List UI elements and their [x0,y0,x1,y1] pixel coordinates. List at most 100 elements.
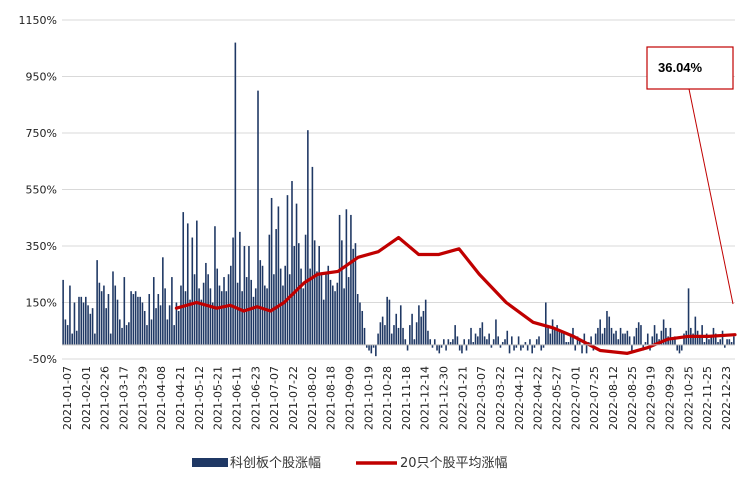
x-tick-label: 2021-02-26 [99,366,112,430]
bar [164,288,166,345]
bar [683,333,685,345]
bar [191,237,194,345]
bar [393,325,395,345]
bar [302,288,305,345]
bar [388,299,391,345]
bar [651,336,654,345]
bar [64,319,67,345]
bar [241,291,243,345]
x-tick-label: 2022-04-22 [532,366,545,430]
bar [98,282,101,345]
bar [311,166,314,345]
bar [282,285,284,345]
bar [499,344,502,348]
bar [565,342,567,345]
callout: 36.04% [646,46,734,305]
bar [531,344,533,354]
bar [581,344,583,354]
x-tick-label: 2022-03-22 [494,366,507,430]
x-tick-label: 2021-03-17 [117,366,130,430]
bar [304,234,307,345]
bar [116,299,119,345]
bar [109,333,112,345]
bar [558,330,561,345]
bar [728,339,731,345]
bar [200,299,203,345]
bar [243,246,246,345]
bar [406,344,409,351]
bar [440,344,443,348]
y-tick-label: 750% [26,127,57,140]
bar [619,327,622,345]
y-tick-label: 1150% [19,14,57,27]
bar [726,339,728,345]
bar [699,336,701,345]
bar [155,308,157,345]
bar [112,271,114,345]
bar [207,274,209,345]
x-tick-label: 2021-06-23 [249,366,262,430]
x-tick-label: 2022-05-27 [551,366,564,430]
bar [370,344,373,354]
bar [399,305,402,345]
bar [495,319,497,345]
bar [286,195,289,345]
bar [128,322,130,345]
bar [227,274,230,345]
bar [298,243,300,345]
bar [352,248,354,345]
bar [248,246,250,345]
bar [78,296,80,345]
bar [424,299,427,345]
bar [522,344,524,348]
bar [320,274,323,345]
bar [458,344,461,351]
x-tick-label: 2022-09-19 [645,366,658,430]
bar [603,327,606,345]
x-tick-label: 2021-05-21 [212,366,225,430]
bar [309,268,311,345]
bar [397,327,400,345]
bar [345,209,348,345]
bar [232,237,234,345]
bar [574,344,577,351]
bar [354,243,357,345]
bar [356,294,359,345]
bar [363,327,366,345]
bar [576,336,579,345]
bar [125,325,128,345]
bar [542,344,545,348]
bar [334,291,336,345]
bar [551,319,554,345]
bar [130,291,132,345]
bar [490,344,493,348]
bar [270,197,273,345]
bar [481,322,484,345]
bar [556,325,558,345]
bar [279,268,282,345]
average-line [174,235,737,355]
bar [182,212,185,345]
bar [329,279,332,345]
bar [653,325,656,345]
bar [316,271,318,345]
bar [121,327,123,345]
bar [540,344,543,351]
y-tick-label: -50% [29,353,57,366]
bar [724,344,726,348]
x-tick-label: 2022-04-12 [513,366,526,430]
bar [538,336,540,345]
x-tick-label: 2021-11-18 [400,366,413,430]
x-tick-label: 2021-12-30 [438,366,451,430]
x-tick-label: 2021-09-09 [343,366,356,430]
bar [567,342,570,345]
bar [211,302,214,345]
bar [461,344,463,354]
x-tick-label: 2022-08-12 [607,366,620,430]
bar [506,330,509,345]
bar [637,322,640,345]
x-tick-label: 2021-04-21 [174,366,187,430]
bar [483,336,486,345]
bar [717,342,719,345]
bar [501,342,504,345]
